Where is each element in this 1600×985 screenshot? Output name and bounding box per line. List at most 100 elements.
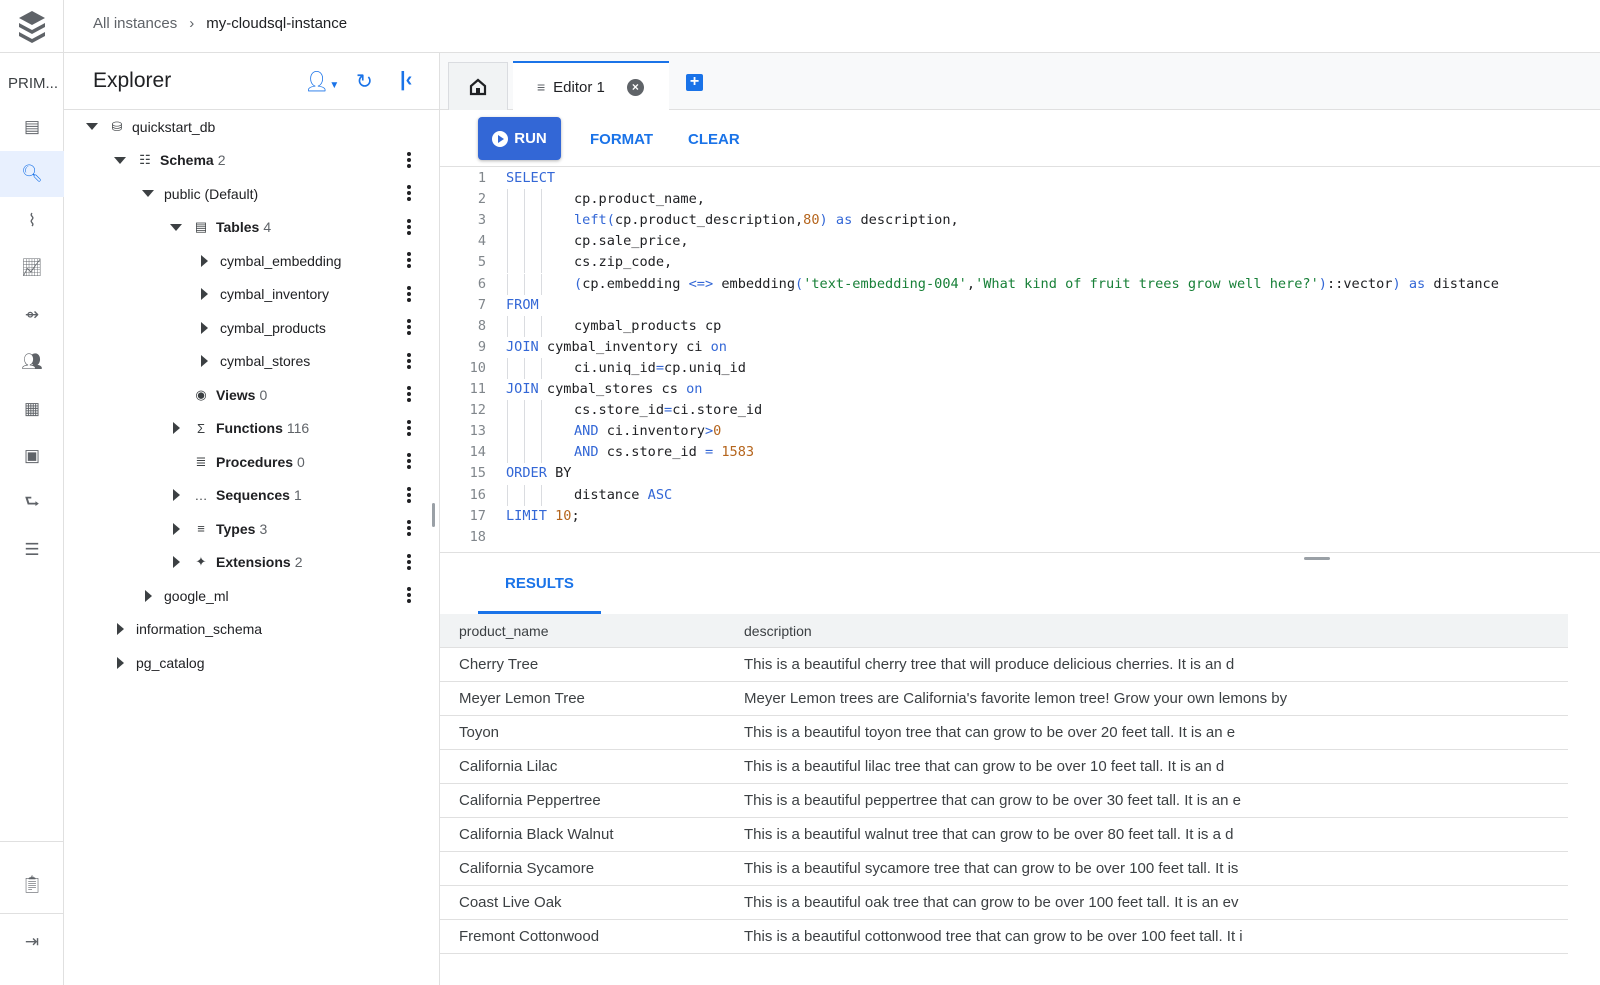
caret-down-icon[interactable] <box>168 223 184 231</box>
indent-guide <box>524 421 525 443</box>
tree-item[interactable]: ✦ Extensions 2 <box>64 546 440 579</box>
tree-item[interactable]: cymbal_embedding <box>64 244 440 277</box>
chevron-right-icon: › <box>189 15 195 32</box>
more-vert-icon[interactable] <box>406 419 412 436</box>
search-icon[interactable]: 🔍︎ <box>0 151 64 197</box>
tab-editor-1[interactable]: ≡ Editor 1 × <box>513 61 669 111</box>
more-vert-icon[interactable] <box>406 587 412 603</box>
more-vert-icon[interactable] <box>406 386 412 402</box>
home-icon <box>469 78 487 95</box>
expand-icon[interactable]: ⇥ <box>24 932 40 951</box>
format-button[interactable]: FORMAT <box>590 131 654 148</box>
code-token: as <box>835 212 853 229</box>
operations-icon[interactable]: ☰ <box>24 540 40 559</box>
table-row[interactable]: Toyon This is a beautiful toyon tree that… <box>440 716 1568 750</box>
collapse-panel-icon[interactable]: |‹ <box>400 69 413 91</box>
more-vert-icon[interactable] <box>406 520 412 536</box>
instance-icon[interactable]: ▤ <box>23 117 41 136</box>
tree-item[interactable]: ▤ Tables 4 <box>64 211 440 244</box>
tree-item[interactable]: ◉ Views 0 <box>64 378 440 411</box>
editor-resize-handle[interactable] <box>1304 557 1330 560</box>
code-line: 10 ci.uniq_id=cp.uniq_id <box>440 357 1600 379</box>
caret-right-icon[interactable] <box>196 321 212 334</box>
more-vert-icon[interactable] <box>406 285 412 302</box>
connections-icon[interactable]: ⇴ <box>24 305 40 324</box>
insights-icon[interactable]: 📈︎ <box>21 258 43 277</box>
tree-item[interactable]: google_ml <box>64 579 440 612</box>
backups-icon[interactable]: ▣ <box>23 446 41 465</box>
sql-editor[interactable]: 1 SELECT 2 cp.product_name, 3 left(cp.product… <box>440 167 1600 553</box>
caret-right-icon[interactable] <box>168 556 184 568</box>
run-button[interactable]: RUN <box>478 117 561 160</box>
tree-item[interactable]: cymbal_inventory <box>64 278 440 311</box>
clear-button[interactable]: CLEAR <box>688 131 740 148</box>
tree-item[interactable]: pg_catalog <box>64 646 440 679</box>
more-vert-icon[interactable] <box>406 486 412 503</box>
caret-down-icon[interactable] <box>112 156 128 164</box>
more-vert-icon[interactable] <box>406 185 412 201</box>
monitoring-icon[interactable]: ⌇ <box>27 211 37 230</box>
code-token: cp.product_description, <box>614 212 804 229</box>
tree-item[interactable]: ≡ Types 3 <box>64 512 440 545</box>
line-number: 1 <box>477 170 486 186</box>
tree-item[interactable]: Σ Functions 116 <box>64 412 440 445</box>
column-header[interactable]: description <box>744 622 812 639</box>
caret-right-icon[interactable] <box>196 254 212 267</box>
users-icon[interactable]: 👥︎ <box>21 352 43 371</box>
tree-item[interactable]: cymbal_products <box>64 311 440 344</box>
table-row[interactable]: Meyer Lemon Tree Meyer Lemon trees are Ca… <box>440 682 1568 716</box>
table-row[interactable]: Cherry Tree This is a beautiful cherry tr… <box>440 648 1568 682</box>
breadcrumb-all-instances[interactable]: All instances <box>93 15 178 32</box>
tree-item[interactable]: public (Default) <box>64 177 440 210</box>
caret-right-icon[interactable] <box>196 288 212 300</box>
notes-icon[interactable]: 📋︎ <box>21 875 43 894</box>
panel-resize-handle[interactable] <box>432 503 435 527</box>
more-vert-icon[interactable] <box>406 453 412 469</box>
more-vert-icon[interactable] <box>406 151 412 168</box>
caret-right-icon[interactable] <box>168 522 184 535</box>
user-settings-icon[interactable]: 👤︎▼ <box>304 71 340 93</box>
code-token: as <box>1408 275 1426 292</box>
tree-item[interactable]: ≣ Procedures 0 <box>64 445 440 478</box>
caret-right-icon[interactable] <box>140 589 156 602</box>
replicas-icon[interactable]: ⮑ <box>24 491 40 511</box>
table-row[interactable]: Coast Live Oak This is a beautiful oak tr… <box>440 886 1568 920</box>
tab-results[interactable]: RESULTS <box>478 560 601 614</box>
tree-item[interactable]: cymbal_stores <box>64 345 440 378</box>
indent-guide <box>541 357 542 379</box>
caret-right-icon[interactable] <box>112 656 128 669</box>
refresh-icon[interactable]: ↻ <box>356 71 373 93</box>
tree-item-label: Tables <box>216 219 260 235</box>
caret-right-icon[interactable] <box>112 623 128 635</box>
extension-icon: ✦ <box>195 554 207 569</box>
tree-item[interactable]: ⛁ quickstart_db <box>64 110 440 143</box>
tree-item[interactable]: information_schema <box>64 613 440 646</box>
more-vert-icon[interactable] <box>406 319 412 335</box>
caret-right-icon[interactable] <box>168 422 184 434</box>
table-row[interactable]: California Lilac This is a beautiful lila… <box>440 750 1568 784</box>
close-tab-icon[interactable]: × <box>626 78 644 96</box>
home-tab[interactable] <box>448 62 508 110</box>
more-vert-icon[interactable] <box>406 352 412 369</box>
line-number: 6 <box>477 275 486 292</box>
caret-right-icon[interactable] <box>168 489 184 501</box>
more-vert-icon[interactable] <box>406 252 412 268</box>
table-row[interactable]: California Peppertree This is a beautiful… <box>440 784 1568 818</box>
tree-item[interactable]: ☷ Schema 2 <box>64 144 440 177</box>
tree-item[interactable]: … Sequences 1 <box>64 479 440 512</box>
more-vert-icon[interactable] <box>406 553 412 570</box>
code-token: left( <box>574 212 615 229</box>
table-row[interactable]: Fremont Cottonwood This is a beautiful co… <box>440 920 1568 954</box>
databases-icon[interactable]: ▦ <box>23 399 41 418</box>
add-tab-icon[interactable]: + <box>686 74 703 91</box>
table-row[interactable]: California Black Walnut This is a beautif… <box>440 818 1568 852</box>
caret-right-icon[interactable] <box>196 355 212 367</box>
column-header[interactable]: product_name <box>459 622 549 639</box>
caret-down-icon[interactable] <box>140 190 156 197</box>
more-vert-icon[interactable] <box>406 218 412 235</box>
caret-down-icon[interactable] <box>84 123 100 130</box>
line-number: 7 <box>477 296 486 313</box>
table-row[interactable]: California Sycamore This is a beautiful s… <box>440 852 1568 886</box>
stack-logo-icon[interactable] <box>0 0 64 53</box>
code-text: (cp.embedding <=> embedding('text-embedd… <box>574 274 1499 295</box>
